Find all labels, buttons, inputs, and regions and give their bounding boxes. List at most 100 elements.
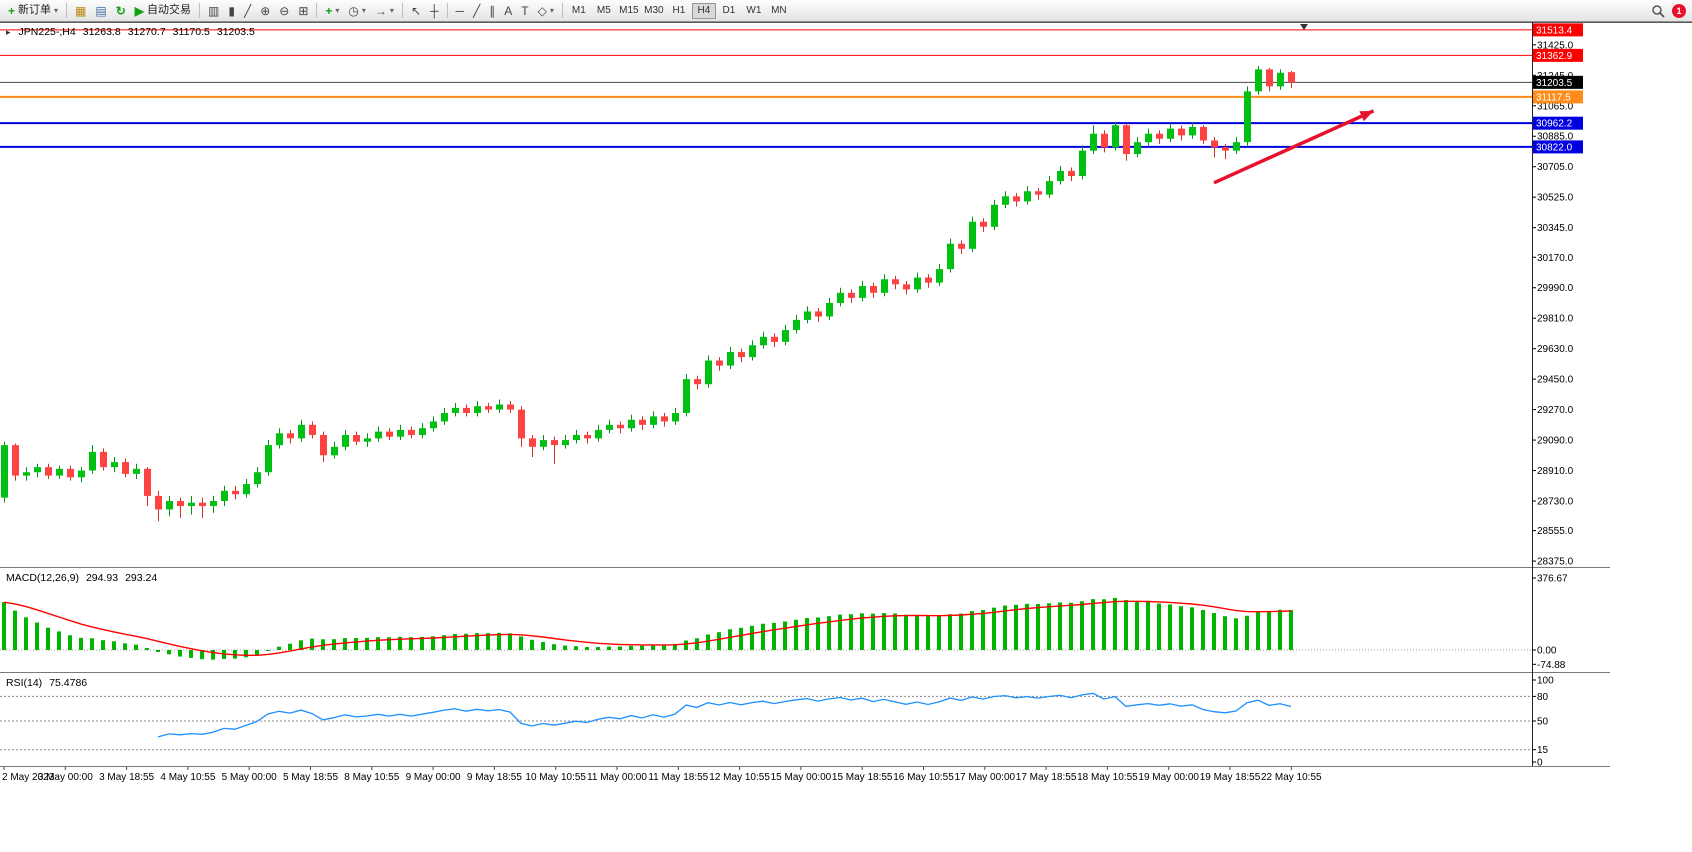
candle[interactable] [793, 319, 800, 331]
horizontal-line-tool-button[interactable]: ─ [452, 4, 469, 18]
candle[interactable] [529, 438, 536, 447]
candle[interactable] [45, 467, 52, 476]
candle[interactable] [408, 429, 415, 435]
candle[interactable] [1178, 128, 1185, 136]
candle[interactable] [177, 500, 184, 507]
candle[interactable] [705, 360, 712, 385]
candle[interactable] [364, 438, 371, 442]
candle[interactable] [56, 468, 63, 476]
tab-timeframe-d1[interactable]: D1 [717, 3, 741, 19]
tab-timeframe-w1[interactable]: W1 [742, 3, 766, 19]
indicators-button[interactable]: + ▾ [321, 4, 343, 18]
candle[interactable] [474, 406, 481, 413]
candle[interactable] [133, 468, 140, 474]
tab-timeframe-h1[interactable]: H1 [667, 3, 691, 19]
candle[interactable] [518, 409, 525, 439]
candle[interactable] [595, 429, 602, 439]
candle[interactable] [925, 277, 932, 283]
notification-badge[interactable]: 1 [1672, 3, 1686, 18]
candle[interactable] [859, 286, 866, 298]
candle[interactable] [320, 434, 327, 456]
candle[interactable] [12, 445, 19, 476]
candle[interactable] [727, 352, 734, 366]
candle[interactable] [1211, 140, 1218, 148]
candle[interactable] [650, 416, 657, 425]
candle[interactable] [122, 462, 129, 474]
candle[interactable] [1090, 133, 1097, 151]
candle[interactable] [430, 421, 437, 429]
candle[interactable] [1057, 170, 1064, 182]
candle[interactable] [254, 472, 261, 485]
zoom-in-button[interactable]: ⊕ [256, 4, 274, 18]
crosshair-tool-button[interactable]: ┼ [426, 4, 443, 18]
candle[interactable] [771, 336, 778, 342]
candle[interactable] [452, 407, 459, 413]
candle[interactable] [892, 279, 899, 285]
candle[interactable] [243, 484, 250, 495]
candle[interactable] [639, 419, 646, 425]
candle[interactable] [232, 490, 239, 495]
candle[interactable] [23, 472, 30, 476]
price-badge[interactable] [1533, 23, 1583, 37]
candle[interactable] [573, 434, 580, 441]
candle[interactable] [331, 446, 338, 456]
candle[interactable] [1112, 125, 1119, 148]
candle[interactable] [309, 424, 316, 435]
shapes-tool-button[interactable]: ◇ ▾ [534, 4, 558, 18]
candle[interactable] [507, 404, 514, 410]
candle[interactable] [1, 445, 8, 498]
candle[interactable] [1002, 196, 1009, 205]
candle[interactable] [221, 490, 228, 501]
line-chart-button[interactable]: ╱ [240, 4, 255, 18]
candle[interactable] [1145, 133, 1152, 143]
candle[interactable] [584, 434, 591, 439]
candle[interactable] [1167, 128, 1174, 139]
candle[interactable] [1266, 69, 1273, 87]
price-badge[interactable] [1533, 140, 1583, 154]
candle[interactable] [738, 352, 745, 358]
candle[interactable] [463, 407, 470, 413]
candle[interactable] [1200, 126, 1207, 141]
candle[interactable] [419, 428, 426, 435]
candle[interactable] [947, 243, 954, 270]
candle[interactable] [111, 462, 118, 468]
candle[interactable] [837, 292, 844, 303]
candle[interactable] [441, 412, 448, 422]
candle[interactable] [1233, 142, 1240, 151]
price-badge[interactable] [1533, 75, 1583, 89]
candle[interactable] [815, 311, 822, 317]
tab-timeframe-mn[interactable]: MN [767, 3, 791, 19]
price-badge[interactable] [1533, 90, 1583, 104]
zoom-out-button[interactable]: ⊖ [275, 4, 293, 18]
price-badge[interactable] [1533, 116, 1583, 130]
one-click-trading-toggle[interactable]: ▸ [6, 27, 11, 37]
candle[interactable] [826, 302, 833, 317]
tab-timeframe-m5[interactable]: M5 [592, 3, 616, 19]
candle[interactable] [903, 284, 910, 290]
candle[interactable] [78, 470, 85, 478]
profiles-button[interactable]: ▤ [91, 4, 110, 18]
new-order-button[interactable]: + 新订单 ▾ [4, 4, 62, 18]
candle[interactable] [749, 345, 756, 358]
candle[interactable] [375, 431, 382, 439]
candle[interactable] [782, 330, 789, 342]
candle[interactable] [1024, 191, 1031, 202]
candle[interactable] [1288, 72, 1295, 83]
bar-chart-button[interactable]: ▥ [204, 4, 223, 18]
candle[interactable] [551, 440, 558, 446]
candle[interactable] [1156, 133, 1163, 139]
candle[interactable] [1068, 170, 1075, 177]
candle[interactable] [298, 424, 305, 439]
candle[interactable] [562, 440, 569, 446]
candle[interactable] [848, 292, 855, 298]
candle[interactable] [1123, 125, 1130, 155]
candle[interactable] [936, 269, 943, 283]
search-icon[interactable] [1651, 4, 1665, 18]
candle[interactable] [661, 416, 668, 422]
candle[interactable] [1255, 69, 1262, 92]
candle[interactable] [1079, 150, 1086, 177]
period-button[interactable]: ◷ ▾ [344, 4, 370, 18]
trend-arrow-head[interactable] [1359, 110, 1374, 122]
candle[interactable] [166, 500, 173, 510]
candle[interactable] [980, 221, 987, 227]
